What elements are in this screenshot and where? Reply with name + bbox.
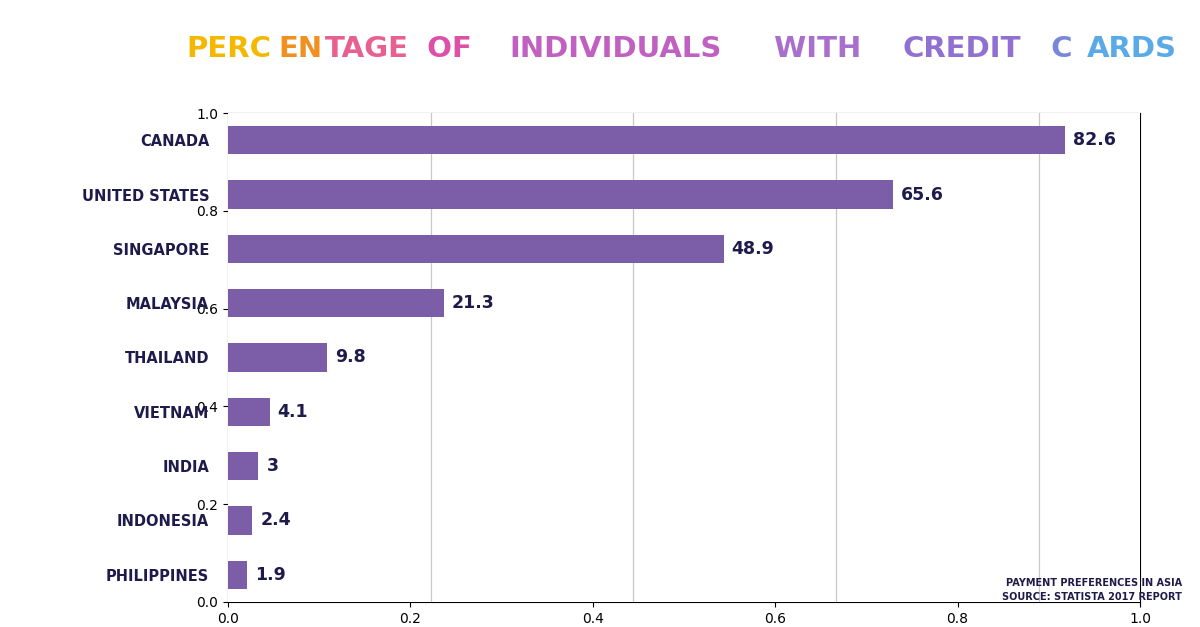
Bar: [228, 126, 1066, 154]
Bar: [26, 40, 36, 58]
Text: OF: OF: [418, 34, 482, 63]
Bar: [228, 289, 444, 317]
Bar: [228, 398, 270, 426]
Bar: [228, 344, 328, 372]
Text: 1.9: 1.9: [256, 566, 286, 584]
Text: 3: 3: [266, 457, 278, 475]
Bar: [228, 181, 893, 209]
Text: WITH: WITH: [763, 34, 871, 63]
Bar: [55, 26, 65, 71]
Bar: [228, 234, 724, 263]
Text: 48.9: 48.9: [732, 240, 774, 258]
Bar: [228, 452, 258, 480]
Text: 2.4: 2.4: [260, 512, 292, 529]
Text: PERC: PERC: [186, 34, 271, 63]
Text: TAGE: TAGE: [324, 34, 408, 63]
Bar: [41, 34, 50, 63]
Bar: [84, 29, 94, 68]
Text: 21.3: 21.3: [452, 294, 494, 312]
Text: 65.6: 65.6: [901, 186, 943, 204]
Bar: [228, 561, 247, 589]
Bar: [98, 37, 108, 60]
Text: C: C: [1040, 34, 1073, 63]
Text: EN: EN: [278, 34, 323, 63]
Bar: [228, 507, 252, 535]
Text: rocket
capital: rocket capital: [134, 32, 196, 65]
Text: 4.1: 4.1: [277, 403, 308, 421]
Bar: [70, 21, 79, 76]
Text: CREDIT: CREDIT: [902, 34, 1020, 63]
Text: PAYMENT PREFERENCES IN ASIA
SOURCE: STATISTA 2017 REPORT: PAYMENT PREFERENCES IN ASIA SOURCE: STAT…: [1002, 578, 1182, 602]
Text: ARDS: ARDS: [1087, 34, 1177, 63]
Text: 82.6: 82.6: [1073, 131, 1116, 149]
Text: 9.8: 9.8: [336, 349, 366, 367]
Text: INDIVIDUALS: INDIVIDUALS: [509, 34, 721, 63]
